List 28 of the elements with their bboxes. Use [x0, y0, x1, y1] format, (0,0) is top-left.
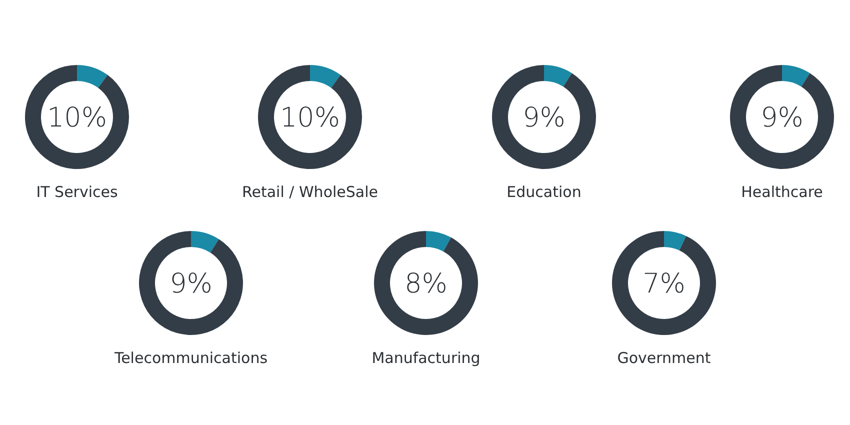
text: IT Services — [36, 183, 118, 201]
donut-slice — [191, 231, 219, 253]
text: 8% — [404, 268, 448, 300]
donut-slice — [492, 65, 596, 169]
text: Retail / WholeSale — [242, 183, 378, 201]
donut-slice — [258, 65, 362, 169]
donut-slice — [782, 65, 810, 87]
donut-slice — [730, 65, 834, 169]
donut-slice — [77, 65, 108, 88]
text: Government — [617, 349, 711, 367]
text: 10% — [46, 102, 108, 134]
text: 7% — [642, 268, 686, 300]
text: Manufacturing — [372, 349, 480, 367]
donut-slice — [25, 65, 129, 169]
donut-slice — [310, 65, 341, 88]
donut-slice — [544, 65, 572, 87]
text: 10% — [280, 102, 340, 134]
donut-slice — [426, 231, 452, 252]
text: Telecommunications — [113, 349, 268, 367]
text: 9% — [760, 102, 804, 134]
donut-slice — [612, 231, 716, 335]
donut-slice — [374, 231, 478, 335]
text: 9% — [170, 268, 212, 300]
text: Education — [506, 183, 582, 201]
text: Healthcare — [741, 183, 823, 201]
text: 9% — [522, 102, 566, 134]
donut-slice — [139, 231, 243, 335]
donut-slice — [664, 231, 686, 250]
